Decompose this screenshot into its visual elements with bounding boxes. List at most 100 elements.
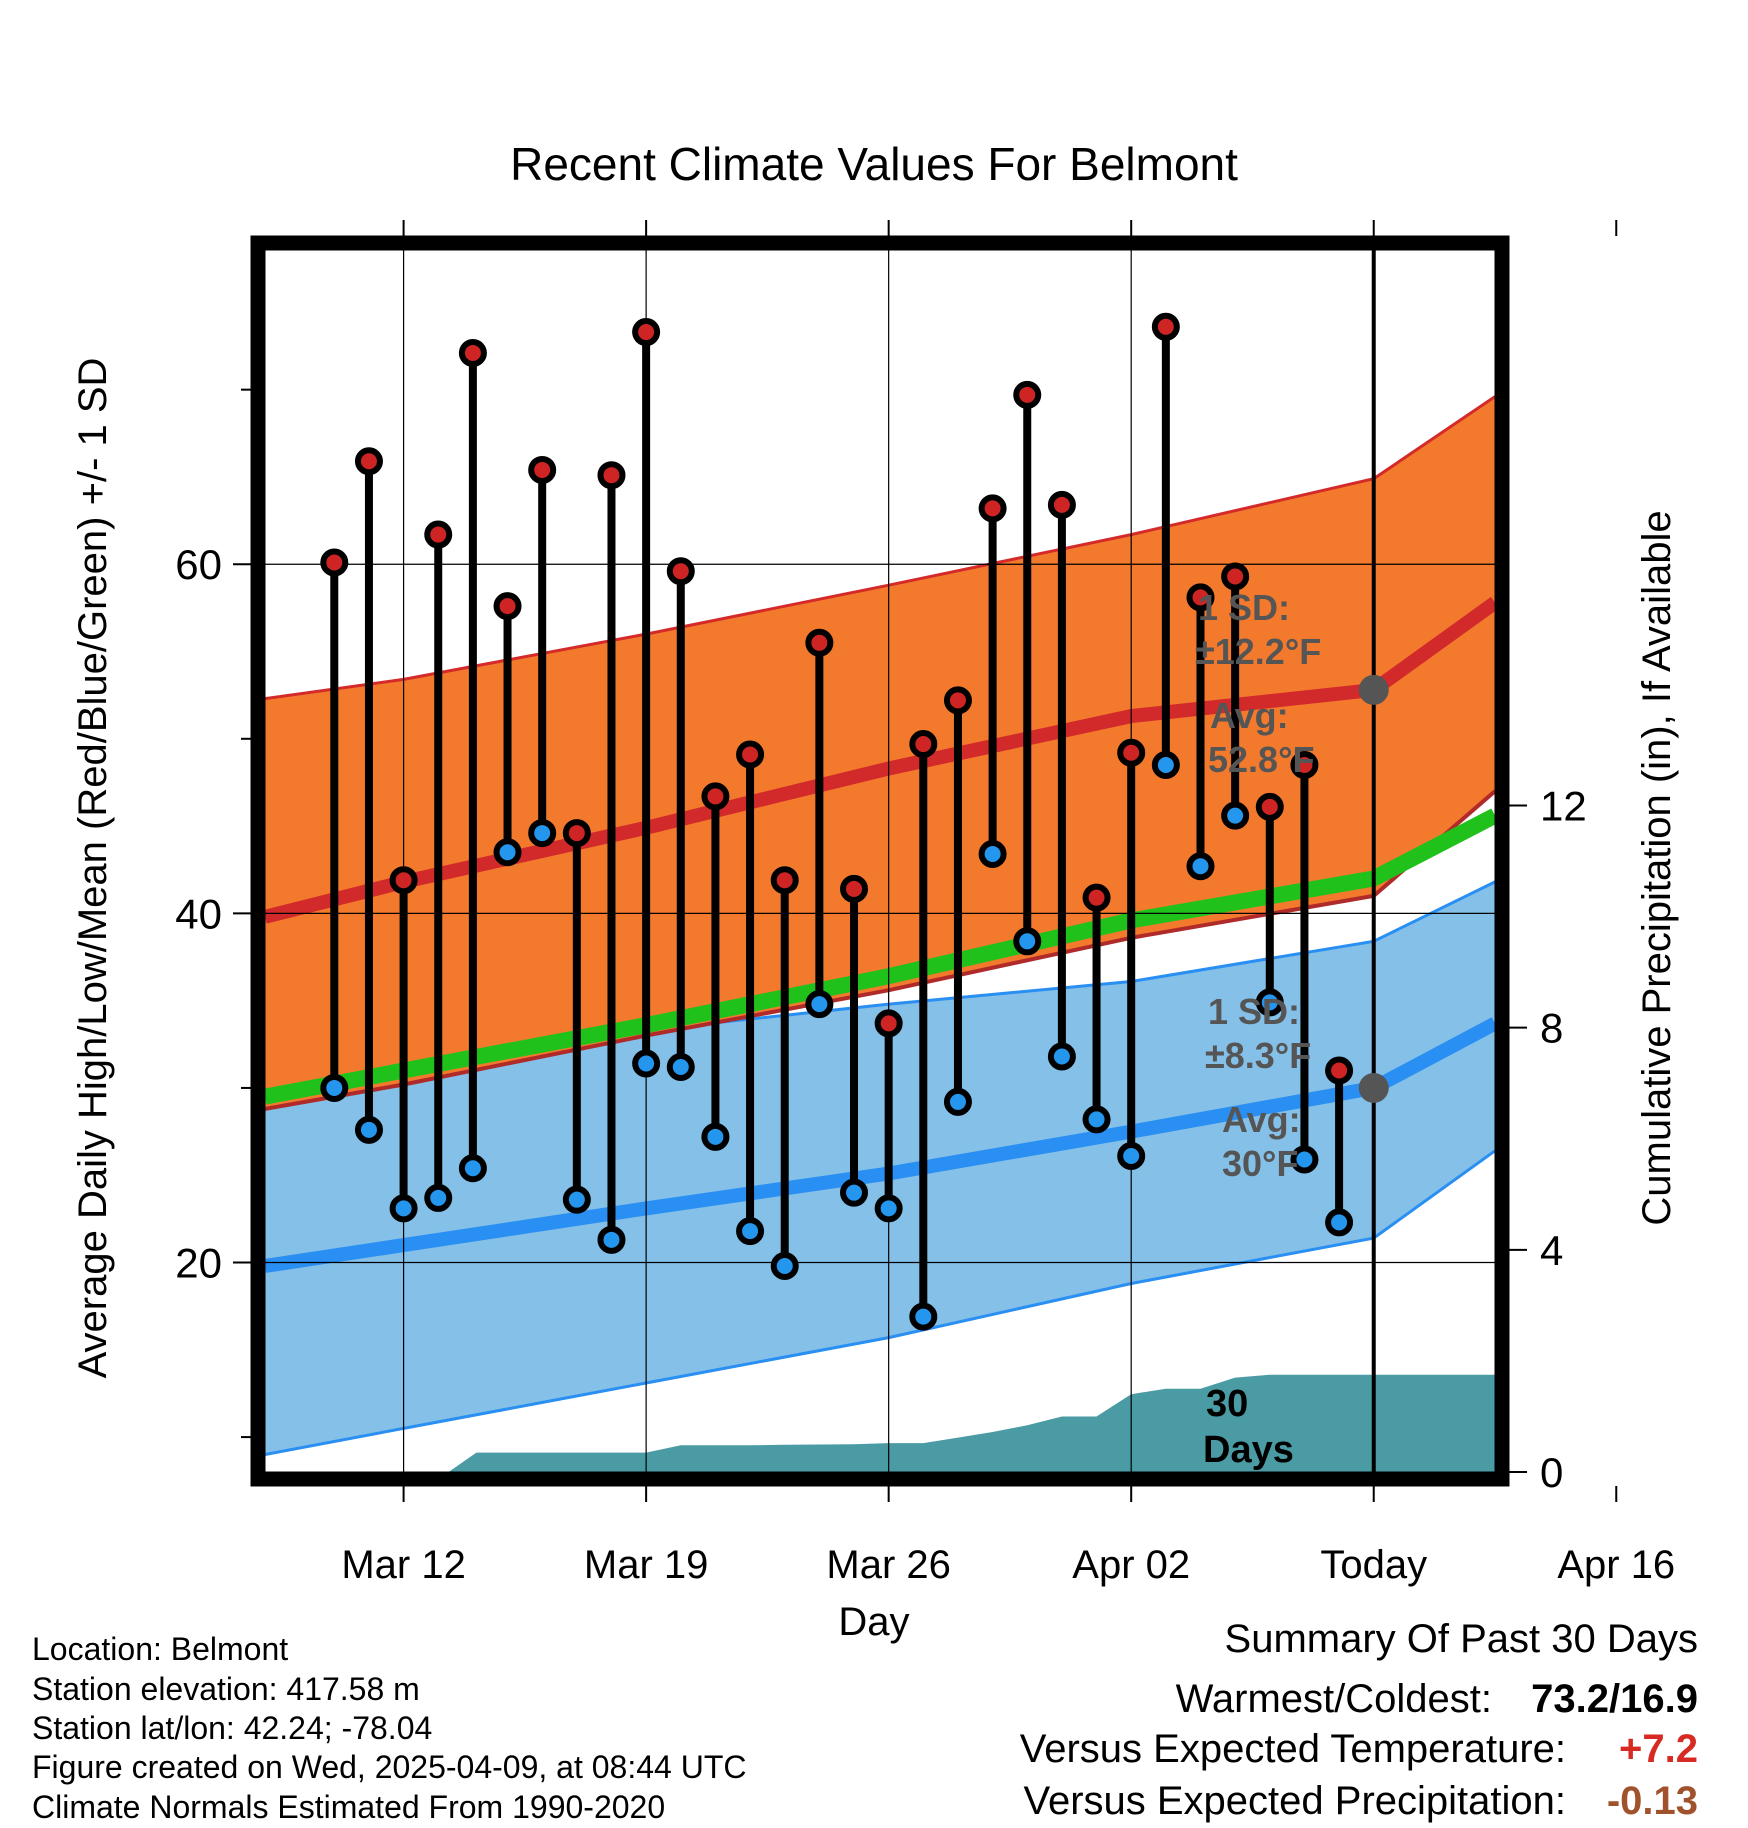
daily-low-point [632,1049,661,1078]
daily-high-point [1221,562,1250,591]
daily-low-point [1013,927,1042,956]
x-tick-label: Apr 16 [1557,1543,1675,1587]
x-tick-label: Mar 26 [826,1543,951,1587]
daily-low-point [1047,1042,1076,1071]
daily-high-point [1325,1056,1354,1085]
chart-title: Recent Climate Values For Belmont [510,138,1238,190]
y2-tick-label: 8 [1540,1005,1563,1052]
daily-high-point [562,819,591,848]
x-tick-label: Today [1320,1543,1427,1587]
daily-high-point [528,455,557,484]
daily-low-point [354,1115,383,1144]
daily-high-point [805,628,834,657]
daily-low-point [978,840,1007,869]
daily-high-point [666,557,695,586]
daily-high-point [493,592,522,621]
low-normal-marker [1358,1072,1389,1103]
x-tick-label: Apr 02 [1072,1543,1190,1587]
high-normal-marker [1358,674,1389,705]
y-tick-label: 20 [175,1240,222,1287]
daily-low-point [1325,1208,1354,1237]
daily-low-point [1255,988,1284,1017]
high-annotation: 1 SD: ±12.2°F Avg: 52.8°F [1195,587,1321,780]
high-sd-band [265,396,1495,1109]
footer-latlon: Station lat/lon: 42.24; -78.04 [32,1710,432,1746]
high-avg-value: 52.8°F [1208,739,1314,780]
daily-low-point [943,1087,972,1116]
daily-low-point [1186,852,1215,881]
daily-low-point [909,1302,938,1331]
y-tick-label: 60 [175,541,222,588]
daily-low-point [424,1183,453,1212]
daily-low-point [389,1194,418,1223]
summary-precip-label: Versus Expected Precipitation: [1023,1779,1566,1823]
precip-area [265,1374,1495,1472]
daily-high-point [874,1009,903,1038]
daily-high-point [354,447,383,476]
x-axis-label: Day [838,1600,909,1644]
y2-axis-label: Cumulative Precipitation (in), If Availa… [1635,510,1679,1225]
days-label: 30 Days [1203,1383,1294,1471]
daily-low-point [1290,1145,1319,1174]
daily-low-point [528,819,557,848]
daily-high-point [632,318,661,347]
summary-temp-label: Versus Expected Temperature: [1020,1727,1566,1771]
daily-high-point [701,782,730,811]
low-avg-value: 30°F [1222,1143,1298,1184]
low-annotation: 1 SD: ±8.3°F Avg: 30°F [1205,991,1311,1184]
daily-high-point [943,686,972,715]
footer-created: Figure created on Wed, 2025-04-09, at 08… [32,1749,746,1785]
daily-low-point [736,1217,765,1246]
daily-high-point [1013,380,1042,409]
high-avg-title: Avg: [1210,695,1289,736]
daily-high-point [1117,738,1146,767]
daily-low-point [666,1052,695,1081]
daily-high-point [1047,490,1076,519]
daily-high-point [389,866,418,895]
daily-high-point [424,520,453,549]
daily-low-point [1221,801,1250,830]
daily-high-point [1186,583,1215,612]
daily-low-point [840,1178,869,1207]
low-sd-title: 1 SD: [1208,991,1300,1032]
summary-panel: Summary Of Past 30 Days Warmest/Coldest:… [1020,1617,1698,1823]
plot-frame [250,235,1510,1487]
y2-tick-label: 12 [1540,782,1587,829]
x-tick-label: Mar 12 [341,1543,466,1587]
daily-high-point [909,730,938,759]
daily-low-point [874,1194,903,1223]
footer-info: Location: Belmont Station elevation: 417… [32,1631,746,1825]
high-sd-title: 1 SD: [1198,587,1290,628]
summary-precip-value: -0.13 [1607,1779,1698,1823]
daily-low-point [493,838,522,867]
daily-high-point [978,494,1007,523]
daily-high-point [840,874,869,903]
daily-high-point [1290,750,1319,779]
daily-high-point [1151,312,1180,341]
footer-normals: Climate Normals Estimated From 1990-2020 [32,1789,665,1825]
low-sd-value: ±8.3°F [1205,1035,1311,1076]
daily-low-point [1082,1105,1111,1134]
daily-high-point [770,866,799,895]
high-sd-value: ±12.2°F [1195,631,1321,672]
daily-high-point [458,338,487,367]
y-tick-label: 40 [175,890,222,937]
daily-low-point [1117,1142,1146,1171]
daily-low-point [458,1154,487,1183]
daily-high-point [320,548,349,577]
daily-low-point [701,1122,730,1151]
daily-low-point [1151,750,1180,779]
daily-high-point [597,461,626,490]
summary-temp-value: +7.2 [1619,1727,1698,1771]
footer-location: Location: Belmont [32,1631,288,1667]
summary-warmest-value: 73.2/16.9 [1531,1677,1698,1721]
footer-elevation: Station elevation: 417.58 m [32,1671,420,1707]
daily-high-point [1255,792,1284,821]
daily-low-point [770,1252,799,1281]
daily-low-point [805,990,834,1019]
daily-low-point [597,1225,626,1254]
y-axis-label: Average Daily High/Low/Mean (Red/Blue/Gr… [71,358,115,1379]
daily-high-point [1082,883,1111,912]
daily-low-point [320,1073,349,1102]
